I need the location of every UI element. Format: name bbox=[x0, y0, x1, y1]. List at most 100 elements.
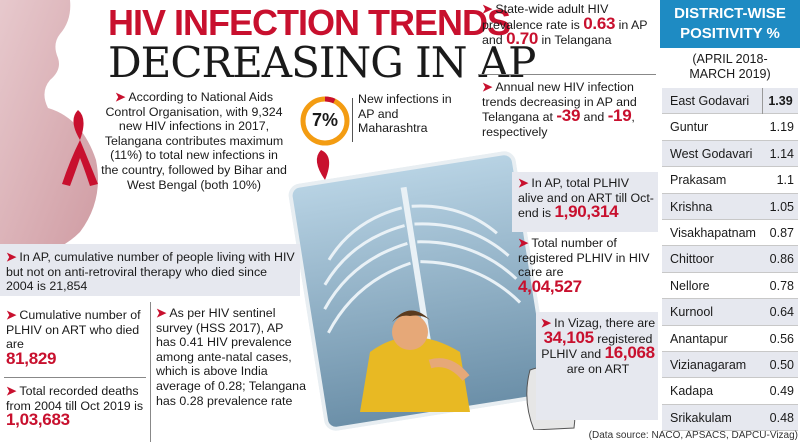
arrow-icon: ➤ bbox=[6, 250, 17, 264]
annual-ap-value: -39 bbox=[556, 106, 581, 126]
district-row: Chittoor 0.86 bbox=[662, 246, 798, 273]
district-value: 0.50 bbox=[769, 358, 794, 372]
data-source: (Data source: NACO, APSACS, DAPCU-Vizag) bbox=[588, 430, 798, 441]
headline-line1: HIV INFECTION TRENDS bbox=[108, 2, 511, 43]
pie-chart: 7% bbox=[300, 96, 350, 146]
district-name: Visakhapatnam bbox=[670, 226, 756, 240]
deaths-blurb: ➤ Total recorded deaths from 2004 till Oc… bbox=[6, 384, 156, 429]
annual-mid: and bbox=[583, 110, 605, 125]
district-value: 1.19 bbox=[769, 120, 794, 135]
vizag-box bbox=[536, 312, 658, 420]
district-row: East Godavari 1.39 bbox=[662, 88, 798, 115]
chest-xray-illustration bbox=[287, 150, 553, 433]
cumulative-blurb: ➤ In AP, cumulative number of people livi… bbox=[6, 250, 296, 294]
registered-text: Total number of registered PLHIV in HIV … bbox=[518, 236, 650, 280]
district-title-line2: POSITIVITY % bbox=[680, 25, 780, 42]
district-row: Kadapa 0.49 bbox=[662, 378, 798, 405]
headline-line2: DECREASING IN AP bbox=[108, 38, 536, 87]
district-subtitle-line1: (APRIL 2018- bbox=[692, 52, 768, 66]
vizag-art-value: 16,068 bbox=[604, 343, 656, 363]
arrow-icon: ➤ bbox=[518, 236, 529, 250]
arrow-icon: ➤ bbox=[482, 2, 493, 16]
prevalence-tail: in Telangana bbox=[541, 33, 612, 48]
district-name: Anantapur bbox=[670, 331, 728, 346]
annual-blurb: ➤ Annual new HIV infection trends decreas… bbox=[482, 80, 652, 139]
cumulative-strip bbox=[0, 244, 300, 296]
plhiv-art-box bbox=[512, 172, 658, 232]
district-value: 0.56 bbox=[769, 331, 794, 346]
district-name: Chittoor bbox=[670, 252, 714, 267]
sentinel-text: As per HIV sentinel survey (HSS 2017), A… bbox=[156, 306, 306, 408]
prevalence-blurb: ➤ State-wide adult HIV prevalence rate is… bbox=[482, 2, 652, 48]
district-value: 1.1 bbox=[776, 173, 794, 188]
district-row: Vizianagaram 0.50 bbox=[662, 352, 798, 379]
district-name: Kadapa bbox=[670, 384, 714, 399]
arrow-icon: ➤ bbox=[156, 306, 167, 320]
sentinel-blurb: ➤ As per HIV sentinel survey (HSS 2017), … bbox=[156, 306, 306, 408]
arrow-icon: ➤ bbox=[6, 308, 17, 322]
cumulative-text: In AP, cumulative number of people livin… bbox=[6, 250, 295, 294]
vizag-lead: In Vizag, there are bbox=[554, 316, 656, 330]
pie-slice bbox=[300, 96, 350, 146]
district-row: Visakhapatnam 0.87 bbox=[662, 220, 798, 247]
divider bbox=[4, 377, 146, 378]
district-name: East Godavari bbox=[670, 94, 750, 108]
prevalence-mid: in AP and bbox=[482, 17, 648, 48]
arrow-icon: ➤ bbox=[114, 90, 126, 104]
district-row: Kurnool 0.64 bbox=[662, 299, 798, 326]
district-name: Srikakulam bbox=[670, 410, 732, 425]
district-row: West Godavari 1.14 bbox=[662, 140, 798, 168]
district-subtitle: (APRIL 2018- MARCH 2019) bbox=[660, 52, 800, 82]
district-table: DISTRICT-WISE POSITIVITY % (APRIL 2018- … bbox=[660, 0, 800, 445]
district-value: 0.86 bbox=[769, 252, 794, 267]
district-value: 0.48 bbox=[769, 410, 794, 425]
pie-label-divider bbox=[352, 98, 353, 142]
district-table-header: DISTRICT-WISE POSITIVITY % bbox=[660, 0, 800, 48]
naco-blurb: ➤ According to National Aids Control Orga… bbox=[100, 90, 288, 192]
district-value: 1.14 bbox=[769, 146, 794, 161]
district-row: Krishna 1.05 bbox=[662, 193, 798, 220]
pie-label: New infections in AP and Maharashtra bbox=[358, 92, 452, 136]
district-name: Nellore bbox=[670, 278, 710, 293]
woman-silhouette-illustration bbox=[0, 0, 110, 260]
district-name: Kurnool bbox=[670, 305, 714, 320]
plhiv-art-blurb: ➤ In AP, total PLHIV alive and on ART til… bbox=[518, 176, 656, 221]
arrow-icon: ➤ bbox=[540, 316, 552, 330]
vizag-tail: are on ART bbox=[566, 361, 630, 376]
district-subtitle-line2: MARCH 2019) bbox=[689, 67, 771, 81]
arrow-icon: ➤ bbox=[482, 80, 493, 94]
district-name: Guntur bbox=[670, 120, 709, 135]
district-row: Nellore 0.78 bbox=[662, 273, 798, 300]
annual-tail: , respectively bbox=[482, 110, 635, 139]
vizag-blurb: ➤ In Vizag, there are 34,105 registered P… bbox=[540, 316, 656, 376]
district-name: Krishna bbox=[670, 199, 713, 214]
divider bbox=[478, 74, 656, 75]
vizag-reg-value: 34,105 bbox=[543, 327, 595, 347]
district-value: 0.64 bbox=[769, 305, 794, 320]
annual-lead: Annual new HIV infection trends decreasi… bbox=[482, 80, 637, 125]
art-died-value: 81,829 bbox=[6, 348, 57, 368]
art-died-text: Cumulative number of PLHIV on ART who di… bbox=[6, 308, 141, 352]
district-name: Vizianagaram bbox=[670, 358, 747, 372]
registered-value: 4,04,527 bbox=[518, 276, 582, 296]
naco-text: According to National Aids Control Organ… bbox=[101, 90, 287, 192]
district-value: 0.78 bbox=[769, 278, 794, 293]
plhiv-art-text: In AP, total PLHIV alive and on ART till… bbox=[518, 176, 654, 221]
district-name: West Godavari bbox=[670, 146, 753, 161]
district-value: 0.49 bbox=[769, 384, 794, 399]
deaths-text: Total recorded deaths from 2004 till Oct… bbox=[6, 384, 144, 413]
district-row: Prakasam 1.1 bbox=[662, 167, 798, 194]
sick-man-illustration bbox=[340, 292, 490, 422]
pie-percent: 7% bbox=[311, 110, 338, 130]
vizag-mid: registered PLHIV and bbox=[541, 331, 653, 362]
prevalence-ap-value: 0.63 bbox=[583, 13, 616, 33]
district-row: Srikakulam 0.48 bbox=[662, 404, 798, 432]
annual-tg-value: -19 bbox=[607, 106, 632, 126]
prevalence-tg-value: 0.70 bbox=[506, 29, 539, 49]
plhiv-art-value: 1,90,314 bbox=[554, 202, 619, 222]
prevalence-lead: State-wide adult HIV prevalence rate is bbox=[482, 2, 609, 32]
divider bbox=[150, 302, 151, 442]
arrow-icon: ➤ bbox=[6, 384, 17, 398]
district-value: 1.39 bbox=[762, 88, 798, 114]
registered-blurb: ➤ Total number of registered PLHIV in HIV… bbox=[518, 236, 656, 296]
